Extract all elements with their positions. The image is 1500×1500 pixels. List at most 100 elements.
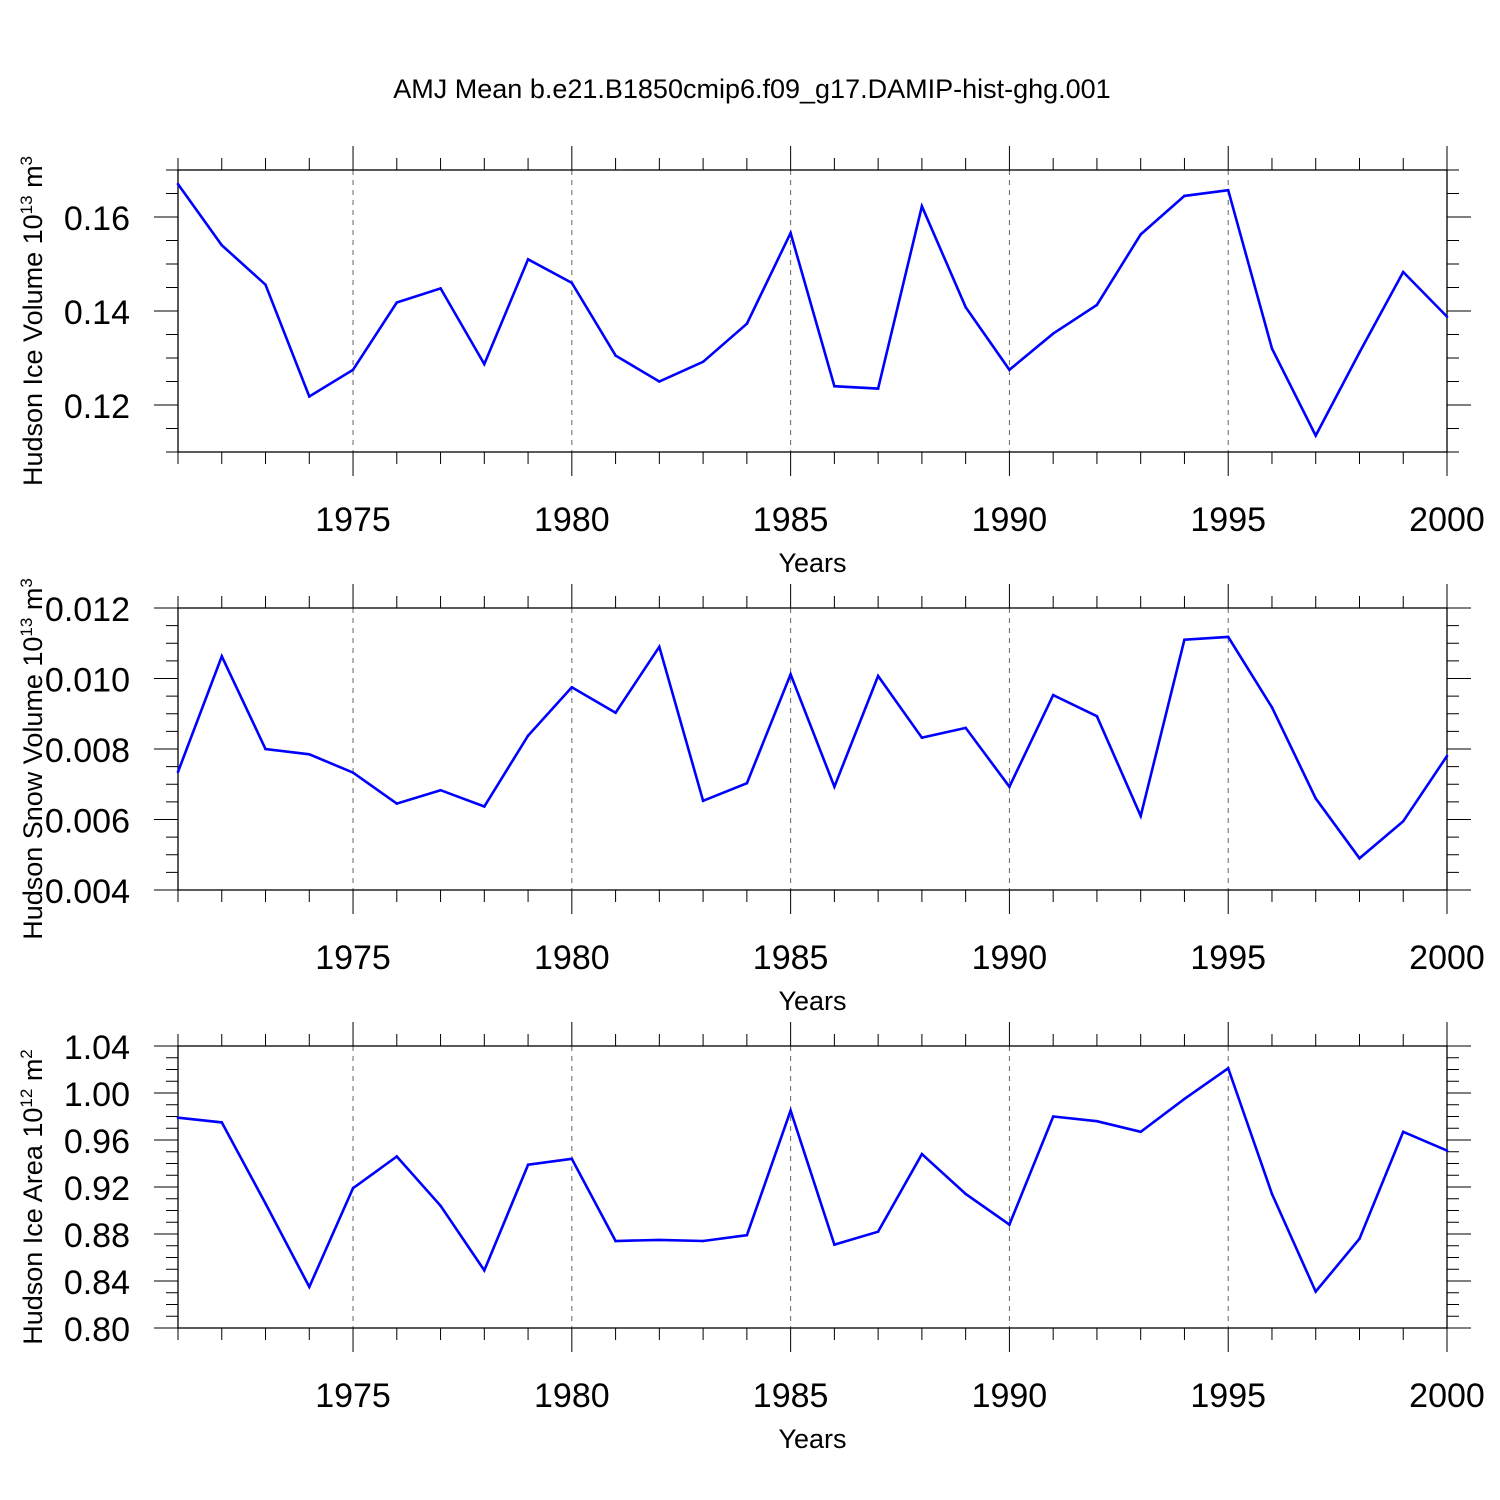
- data-point: [1401, 1130, 1405, 1134]
- data-point: [876, 1230, 880, 1233]
- data-point: [1270, 706, 1274, 709]
- data-point: [1139, 814, 1142, 818]
- data-point: [176, 770, 180, 774]
- y-axis-label-unit-exponent: 3: [17, 578, 36, 587]
- data-point: [176, 1116, 180, 1119]
- data-point: [920, 736, 924, 740]
- x-tick-label: 1980: [534, 501, 610, 539]
- data-point: [1314, 434, 1318, 437]
- figure-title: AMJ Mean b.e21.B1850cmip6.f09_g17.DAMIP-…: [393, 74, 1110, 104]
- chart-panel-2: 0.004 0.006 0.008 0.010 0.012 1975 1980 1985 199…: [17, 578, 1485, 1016]
- y-tick-label: 1.04: [64, 1029, 130, 1067]
- series-line: [176, 635, 1449, 861]
- data-point: [1139, 233, 1142, 236]
- data-point: [307, 1285, 311, 1289]
- y-axis-label-unit-exponent: 2: [17, 1049, 36, 1058]
- data-point: [220, 243, 224, 247]
- data-point: [395, 802, 399, 805]
- data-point: [1051, 1115, 1055, 1118]
- y-tick-label: 0.96: [64, 1123, 130, 1161]
- data-point: [570, 1157, 574, 1161]
- y-tick-label: 1.00: [64, 1076, 130, 1114]
- y-tick-label: 0.16: [64, 200, 130, 238]
- data-point: [614, 711, 617, 714]
- data-point: [1008, 785, 1011, 789]
- data-point: [1226, 635, 1230, 639]
- y-tick-label: 0.006: [45, 803, 130, 841]
- data-point: [1051, 332, 1055, 335]
- data-point: [1095, 303, 1099, 307]
- data-point: [1270, 347, 1274, 350]
- x-axis-label: Years: [778, 986, 846, 1016]
- data-point: [658, 380, 661, 383]
- x-tick-label: 1990: [972, 501, 1048, 539]
- x-tick-label: 1995: [1190, 501, 1266, 539]
- data-point: [920, 204, 924, 208]
- y-axis-label-exponent: 13: [17, 618, 36, 637]
- data-point: [351, 771, 355, 774]
- data-point: [964, 1192, 967, 1196]
- y-tick-label: 0.80: [64, 1311, 130, 1349]
- y-tick-label: 0.84: [64, 1264, 130, 1302]
- data-point: [964, 726, 967, 730]
- y-tick-label: 0.88: [64, 1217, 130, 1255]
- y-axis-label-unit: m: [18, 588, 48, 618]
- data-point: [264, 1202, 267, 1205]
- data-point: [1358, 1237, 1361, 1240]
- data-point: [1314, 797, 1318, 800]
- data-point: [439, 1204, 442, 1208]
- chart-panel-3: 0.80 0.84 0.88 0.92 0.96 1.00 1.04 1975 1980 1985…: [17, 1022, 1485, 1454]
- y-tick-label: 0.92: [64, 1170, 130, 1208]
- data-point: [876, 387, 880, 390]
- data-point: [745, 322, 749, 325]
- y-axis-label-unit-exponent: 3: [17, 156, 36, 165]
- y-axis-label: Hudson Ice Volume 1013 m3: [17, 156, 48, 486]
- data-point: [570, 686, 574, 689]
- plot-frame: [177, 1045, 1448, 1329]
- y-tick-label: 0.14: [64, 294, 130, 332]
- data-point: [1095, 1119, 1099, 1123]
- chart-panel-1: 0.12 0.14 0.16 1975 1980 1985 1990 1995 2000 Year…: [17, 146, 1485, 578]
- data-point: [307, 752, 311, 756]
- data-point: [1445, 315, 1449, 318]
- data-point: [658, 645, 661, 649]
- x-tick-label: 2000: [1409, 939, 1485, 977]
- data-point: [483, 805, 486, 808]
- x-axis-label: Years: [778, 1424, 846, 1454]
- data-point: [1095, 714, 1099, 718]
- data-point: [745, 1233, 749, 1237]
- data-point: [1008, 368, 1011, 372]
- data-point: [439, 788, 442, 792]
- y-axis-label: Hudson Ice Area 1012 m2: [17, 1049, 48, 1345]
- y-axis-label-unit: m: [18, 165, 48, 195]
- y-axis-label-main: Hudson Ice Volume 10: [18, 214, 48, 486]
- x-tick-label: 2000: [1409, 1377, 1485, 1415]
- data-point: [701, 799, 705, 803]
- data-point: [876, 674, 880, 678]
- data-point: [1183, 1097, 1186, 1101]
- data-point: [789, 231, 792, 235]
- data-point: [701, 360, 705, 364]
- data-point: [745, 781, 749, 785]
- data-point: [1401, 819, 1405, 823]
- data-point: [395, 1155, 399, 1158]
- data-point: [264, 747, 267, 751]
- data-point: [614, 354, 617, 357]
- data-point: [964, 305, 967, 309]
- data-point: [220, 654, 224, 658]
- series-line: [177, 1066, 1448, 1295]
- y-axis-label-exponent: 13: [17, 195, 36, 214]
- data-point: [483, 1269, 486, 1272]
- data-point: [570, 281, 574, 285]
- data-point: [789, 672, 792, 676]
- x-axis-label: Years: [778, 548, 846, 578]
- y-axis-label: Hudson Snow Volume 1013 m3: [17, 578, 48, 940]
- x-tick-label: 1975: [315, 939, 391, 977]
- y-axis-label-unit: m: [18, 1059, 48, 1089]
- y-axis-label-main: Hudson Snow Volume 10: [18, 637, 48, 940]
- data-point: [658, 1238, 661, 1242]
- data-point: [176, 182, 180, 186]
- x-tick-label: 1995: [1190, 1377, 1266, 1415]
- data-point: [439, 287, 442, 290]
- data-point: [526, 258, 530, 261]
